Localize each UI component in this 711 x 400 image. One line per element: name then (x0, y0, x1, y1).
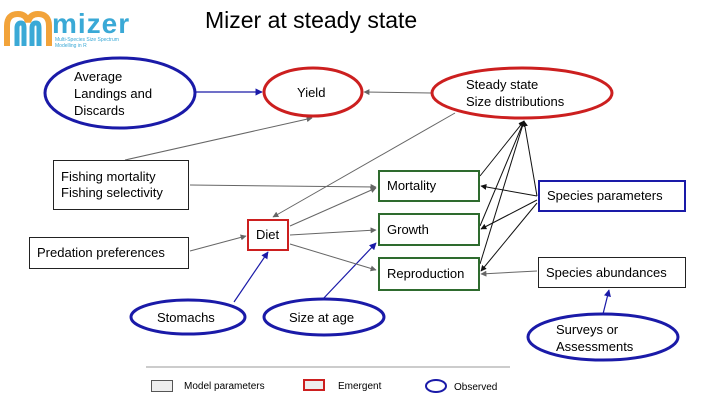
legend-emergent-swatch (303, 379, 325, 391)
arrow-stomachs-to-diet (233, 251, 269, 303)
ellipse-size-at-age (262, 297, 386, 337)
arrow-diet-to-growth (289, 227, 377, 236)
stomachs-label: Stomachs (157, 310, 215, 325)
surveys-label: Surveys or Assessments (556, 322, 634, 354)
mortality-box: Mortality (378, 170, 480, 202)
arrow-mortality-to-steady (479, 120, 525, 177)
logo-tagline: Multi-Species Size Spectrum Modelling in… (55, 37, 119, 49)
arrow-reproduction-to-steady (479, 120, 526, 265)
arrow-steady-to-diet (272, 112, 456, 218)
growth-box: Growth (378, 213, 480, 246)
legend-observed-swatch (425, 379, 447, 393)
ellipse-average-landings (43, 56, 197, 130)
reproduction-box: Reproduction (378, 257, 480, 291)
arrow-abundances-to-reproduction (480, 270, 538, 277)
arrow-predation-to-diet (189, 234, 247, 252)
arrow-params-to-growth (480, 199, 538, 230)
ellipse-yield (262, 66, 364, 118)
diet-box: Diet (247, 219, 289, 251)
species-abundances-box: Species abundances (538, 257, 686, 288)
arrow-params-to-reproduction (480, 202, 538, 272)
logo-wordmark: mizer (52, 8, 131, 39)
ellipse-steady-state (430, 66, 614, 120)
arrow-fishing-to-yield (124, 116, 313, 161)
page-title: Mizer at steady state (205, 7, 418, 33)
logo-mark-icon (4, 10, 52, 46)
predation-preferences-box: Predation preferences (29, 237, 189, 269)
ellipse-surveys (526, 312, 680, 362)
mizer-logo: mizer Multi-Species Size Spectrum Modell… (0, 3, 140, 55)
size-at-age-label: Size at age (289, 310, 355, 325)
species-parameters-box: Species parameters (538, 180, 686, 212)
arrow-surveys-to-abundances (602, 289, 611, 315)
average-landings-label: Average Landings and Discards (74, 69, 153, 118)
fishing-box: Fishing mortality Fishing selectivity (53, 160, 189, 210)
arrow-growth-to-steady (479, 120, 525, 227)
legend-model-parameters-swatch (151, 380, 173, 392)
legend-observed-label: Observed (454, 382, 498, 393)
ellipse-stomachs (129, 298, 247, 336)
arrow-steady-to-yield (363, 89, 432, 96)
steady-state-label: Steady state Size distributions (466, 77, 565, 109)
yield-label: Yield (297, 85, 326, 100)
arrow-sizeage-to-growth (321, 242, 377, 301)
arrow-params-to-mortality (480, 183, 538, 197)
legend-emergent-label: Emergent (338, 381, 382, 392)
arrow-fishing-to-mortality (189, 183, 377, 190)
legend-model-parameters-label: Model parameters (184, 381, 265, 392)
arrow-params-to-steady (521, 120, 538, 197)
arrow-diet-to-reproduction (289, 243, 377, 272)
arrow-diet-to-mortality (289, 187, 377, 227)
